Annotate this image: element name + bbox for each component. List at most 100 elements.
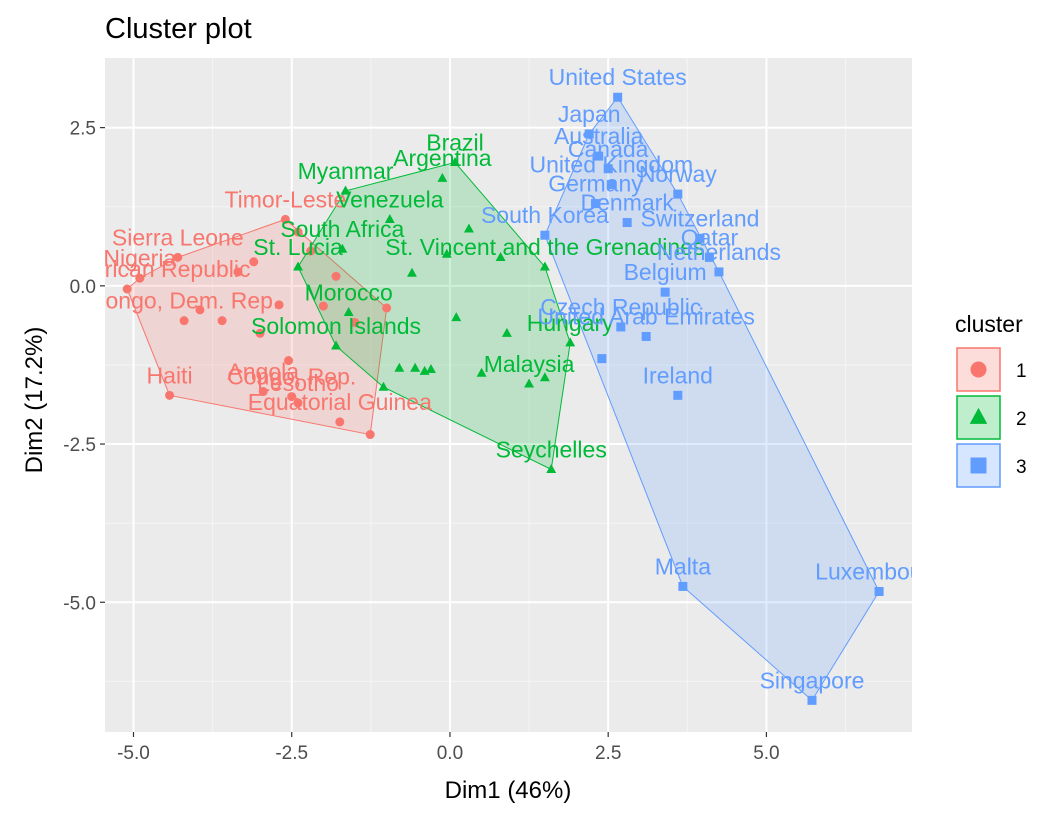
point-label: Denmark [581, 190, 675, 216]
point-cluster-2 [451, 312, 462, 322]
point-cluster-1 [293, 227, 303, 237]
point-cluster-3 [622, 218, 632, 228]
point-cluster-3 [641, 331, 651, 341]
point-label: Qatar [681, 224, 739, 250]
x-tick-label: 2.5 [595, 743, 621, 764]
point-label: Switzerland [641, 205, 760, 231]
legend-label-3: 3 [1016, 457, 1027, 478]
point-label: United States [549, 64, 687, 90]
point-cluster-1 [274, 300, 284, 310]
point-cluster-2 [343, 307, 354, 317]
point-cluster-1 [165, 390, 175, 400]
point-cluster-1 [179, 316, 189, 326]
point-cluster-3 [616, 322, 626, 332]
point-cluster-3 [584, 129, 594, 139]
x-tick-label: 0.0 [437, 743, 463, 764]
y-axis-title: Dim2 (17.2%) [21, 327, 48, 474]
y-tick-label: -2.5 [63, 435, 96, 456]
point-label: Argentina [393, 145, 492, 171]
point-cluster-3 [540, 230, 550, 240]
point-label: United Arab Emirates [538, 303, 755, 329]
point-cluster-3 [874, 587, 884, 597]
point-cluster-3 [807, 695, 817, 705]
point-cluster-2 [546, 463, 557, 473]
point-cluster-2 [340, 185, 351, 195]
point-cluster-1 [135, 273, 145, 283]
point-cluster-3 [613, 92, 623, 102]
x-tick-label: -2.5 [275, 743, 308, 764]
point-cluster-3 [695, 233, 705, 243]
legend-title: cluster [955, 311, 1023, 337]
point-cluster-2 [426, 363, 436, 373]
point-cluster-1 [233, 267, 243, 277]
point-label: Haiti [147, 362, 193, 388]
point-label: Hungary [527, 310, 614, 336]
point-cluster-2 [384, 213, 395, 223]
point-cluster-2 [437, 172, 448, 182]
point-label: Ireland [643, 362, 713, 388]
point-cluster-2 [476, 367, 487, 377]
y-tick-label: 0.0 [70, 277, 96, 298]
point-cluster-3 [714, 267, 724, 277]
point-label: St. Vincent and the Grenadines [385, 234, 704, 260]
point-label: Venezuela [336, 186, 444, 212]
point-cluster-1 [284, 356, 294, 366]
point-label: Germany [548, 171, 643, 197]
point-cluster-1 [382, 303, 392, 313]
point-cluster-3 [660, 287, 670, 297]
point-label: Central African Republic [4, 256, 251, 282]
point-label: Lesotho [257, 370, 339, 396]
point-cluster-2 [378, 381, 389, 391]
point-cluster-1 [217, 316, 227, 326]
point-label: Nigeria [103, 245, 176, 271]
legend-symbol-2 [969, 407, 988, 424]
y-tick-label: 2.5 [70, 119, 96, 140]
x-axis-ticks: -5.0 -2.5 0.0 2.5 5.0 [117, 732, 780, 764]
point-cluster-3 [603, 164, 613, 174]
point-label: Australia [554, 123, 644, 149]
legend-symbol-3 [970, 457, 987, 474]
point-cluster-1 [331, 271, 341, 281]
point-label: Congo, Rep. [227, 364, 356, 390]
point-cluster-2 [407, 267, 417, 277]
point-cluster-2 [394, 362, 405, 372]
point-cluster-1 [318, 301, 328, 311]
legend: cluster 1 2 3 [955, 311, 1027, 488]
point-label: Japan [558, 101, 621, 127]
point-cluster-2 [495, 251, 506, 261]
point-cluster-2 [410, 362, 421, 372]
point-label: Solomon Islands [251, 313, 421, 339]
point-cluster-1 [255, 328, 265, 338]
cluster-hulls [126, 96, 880, 702]
point-label: Morocco [305, 279, 393, 305]
cluster-hull-1 [126, 218, 388, 436]
point-cluster-1 [350, 318, 360, 328]
plot-panel [105, 58, 912, 732]
point-cluster-3 [597, 354, 607, 364]
point-cluster-1 [335, 417, 345, 427]
point-cluster-1 [195, 305, 205, 315]
point-cluster-2 [565, 337, 576, 347]
point-label: South Africa [280, 216, 404, 242]
x-tick-label: 5.0 [753, 743, 779, 764]
point-cluster-3 [606, 180, 616, 190]
point-label: Canada [568, 136, 649, 162]
point-cluster-2 [524, 378, 535, 388]
chart-title: Cluster plot [105, 13, 252, 45]
point-cluster-3 [678, 581, 688, 591]
point-label: Timor-Leste [224, 186, 346, 212]
point-label: Malaysia [484, 351, 575, 377]
x-axis-title: Dim1 (46%) [445, 777, 572, 804]
point-cluster-2 [441, 248, 452, 258]
y-axis-ticks: 2.5 0.0 -2.5 -5.0 [63, 119, 105, 614]
legend-label-1: 1 [1016, 361, 1027, 382]
point-cluster-3 [673, 189, 683, 199]
point-label: Angola [227, 359, 299, 385]
point-cluster-2 [337, 243, 348, 253]
point-label: Norway [639, 161, 717, 187]
point-cluster-1 [293, 398, 303, 408]
point-cluster-3 [594, 151, 604, 161]
point-cluster-1 [122, 284, 132, 294]
point-cluster-2 [463, 223, 474, 233]
